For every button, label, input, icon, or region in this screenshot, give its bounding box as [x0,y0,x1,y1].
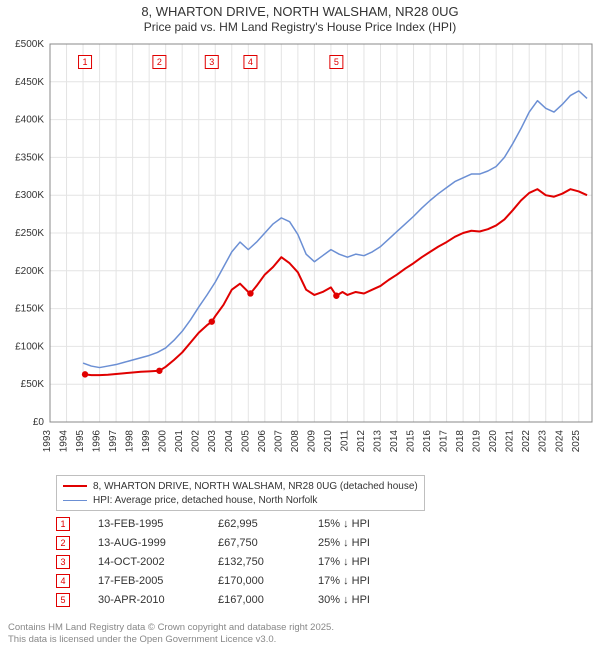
svg-text:2023: 2023 [538,430,549,453]
svg-text:2: 2 [157,57,162,67]
svg-text:£350K: £350K [15,152,44,163]
svg-text:2024: 2024 [554,430,565,453]
svg-text:£100K: £100K [15,341,44,352]
chart-area: £0 £50K £100K £150K £200K £250K £300K £350K £400… [0,34,600,464]
svg-text:2022: 2022 [521,430,532,453]
svg-text:2008: 2008 [290,430,301,453]
svg-text:2007: 2007 [273,430,284,453]
svg-text:2018: 2018 [455,430,466,453]
footer-line1: Contains HM Land Registry data © Crown c… [8,622,334,634]
svg-text:£150K: £150K [15,304,44,315]
svg-text:2003: 2003 [207,430,218,453]
sale-marker-icon: 1 [56,517,70,531]
sale-vs-hpi: 25% ↓ HPI [318,537,398,549]
legend: 8, WHARTON DRIVE, NORTH WALSHAM, NR28 0U… [56,475,425,511]
sale-date: 30-APR-2010 [98,594,218,606]
legend-swatch [63,500,87,501]
svg-text:2000: 2000 [158,430,169,453]
svg-text:1997: 1997 [108,430,119,453]
legend-row: HPI: Average price, detached house, Nort… [63,493,418,507]
sale-date: 13-FEB-1995 [98,518,218,530]
svg-text:2001: 2001 [174,430,185,453]
chart-container: 8, WHARTON DRIVE, NORTH WALSHAM, NR28 0U… [0,0,600,650]
sale-marker-icon: 4 [56,574,70,588]
svg-text:2004: 2004 [224,430,235,453]
svg-text:2019: 2019 [472,430,483,453]
svg-text:1: 1 [83,57,88,67]
title-line2: Price paid vs. HM Land Registry's House … [0,20,600,34]
svg-text:2017: 2017 [439,430,450,453]
sale-price: £167,000 [218,594,318,606]
svg-text:£0: £0 [33,417,45,428]
svg-text:2011: 2011 [339,430,350,452]
sale-vs-hpi: 17% ↓ HPI [318,575,398,587]
svg-text:1995: 1995 [75,430,86,453]
table-row: 1 13-FEB-1995£62,99515% ↓ HPI [56,514,398,533]
sale-date: 14-OCT-2002 [98,556,218,568]
svg-text:1999: 1999 [141,430,152,453]
sale-marker-icon: 2 [56,536,70,550]
sale-price: £62,995 [218,518,318,530]
svg-text:2020: 2020 [488,430,499,453]
sale-price: £67,750 [218,537,318,549]
sale-marker-icon: 5 [56,593,70,607]
svg-text:£300K: £300K [15,190,44,201]
sale-price: £132,750 [218,556,318,568]
legend-label: 8, WHARTON DRIVE, NORTH WALSHAM, NR28 0U… [93,481,418,492]
svg-text:2002: 2002 [191,430,202,453]
svg-text:2005: 2005 [240,430,251,453]
sales-table: 1 13-FEB-1995£62,99515% ↓ HPI 2 13-AUG-1999… [56,514,398,609]
sale-vs-hpi: 30% ↓ HPI [318,594,398,606]
legend-row: 8, WHARTON DRIVE, NORTH WALSHAM, NR28 0U… [63,479,418,493]
svg-text:£400K: £400K [15,115,44,126]
sale-price: £170,000 [218,575,318,587]
sale-marker-icon: 3 [56,555,70,569]
svg-text:1993: 1993 [42,430,53,453]
svg-text:2010: 2010 [323,430,334,453]
table-row: 3 14-OCT-2002£132,75017% ↓ HPI [56,552,398,571]
svg-text:£200K: £200K [15,266,44,277]
svg-text:2015: 2015 [406,430,417,453]
titles: 8, WHARTON DRIVE, NORTH WALSHAM, NR28 0U… [0,0,600,34]
table-row: 2 13-AUG-1999£67,75025% ↓ HPI [56,533,398,552]
sale-vs-hpi: 15% ↓ HPI [318,518,398,530]
svg-text:£500K: £500K [15,39,44,50]
svg-text:2009: 2009 [306,430,317,453]
svg-text:1996: 1996 [92,430,103,453]
sale-vs-hpi: 17% ↓ HPI [318,556,398,568]
table-row: 4 17-FEB-2005£170,00017% ↓ HPI [56,571,398,590]
svg-text:1998: 1998 [125,430,136,453]
sale-date: 17-FEB-2005 [98,575,218,587]
title-line1: 8, WHARTON DRIVE, NORTH WALSHAM, NR28 0U… [0,4,600,19]
svg-text:5: 5 [334,57,339,67]
svg-text:3: 3 [209,57,214,67]
legend-label: HPI: Average price, detached house, Nort… [93,495,317,506]
legend-swatch [63,485,87,487]
chart-svg: £0 £50K £100K £150K £200K £250K £300K £350K £400… [0,34,600,464]
svg-text:£50K: £50K [21,379,45,390]
svg-text:1994: 1994 [59,430,70,453]
sale-date: 13-AUG-1999 [98,537,218,549]
svg-text:2006: 2006 [257,430,268,453]
table-row: 5 30-APR-2010£167,00030% ↓ HPI [56,590,398,609]
svg-text:2013: 2013 [372,430,383,453]
svg-text:2016: 2016 [422,430,433,453]
footer: Contains HM Land Registry data © Crown c… [8,622,334,646]
svg-text:£250K: £250K [15,228,44,239]
svg-text:2012: 2012 [356,430,367,453]
svg-text:£450K: £450K [15,77,44,88]
svg-text:2021: 2021 [505,430,516,453]
svg-text:2025: 2025 [571,430,582,453]
svg-text:4: 4 [248,57,253,67]
footer-line2: This data is licensed under the Open Gov… [8,634,334,646]
svg-text:2014: 2014 [389,430,400,453]
